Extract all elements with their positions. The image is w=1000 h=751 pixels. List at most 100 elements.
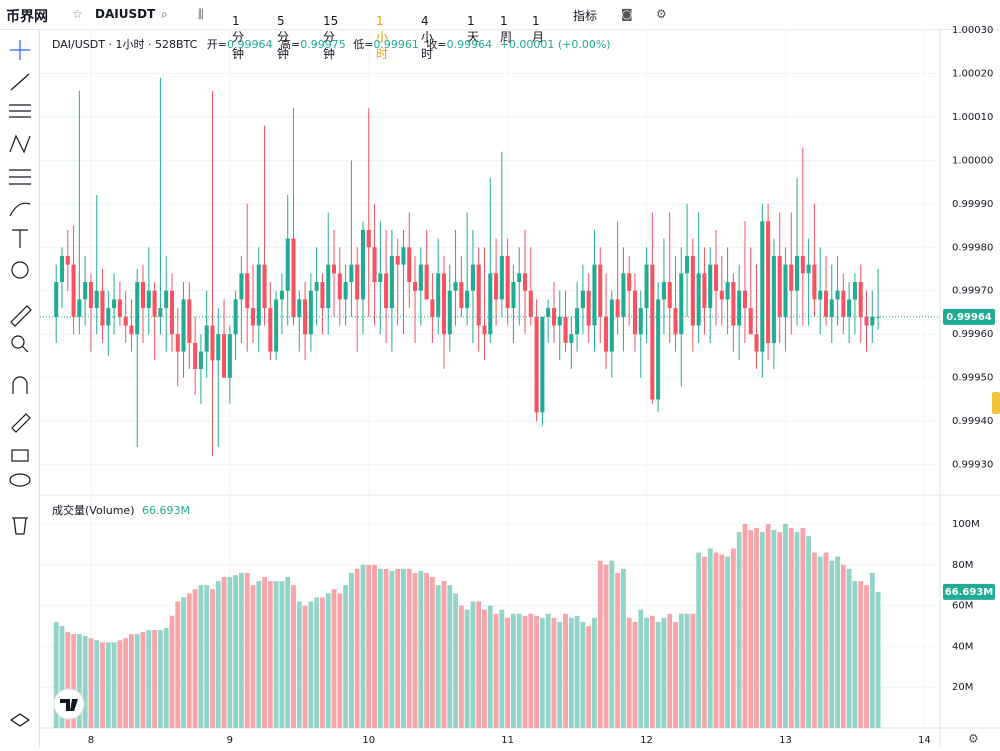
volume-bar — [186, 593, 192, 728]
candle-body — [766, 221, 771, 343]
pattern[interactable] — [9, 134, 31, 154]
volume-bar — [175, 601, 181, 728]
volume-bar — [123, 638, 129, 728]
interval[interactable]: 5分钟 — [277, 14, 290, 61]
legend-high-label: 高= — [280, 37, 300, 51]
candle-body — [708, 264, 713, 309]
candle-body — [742, 290, 747, 309]
volume-bar — [655, 621, 661, 728]
candle-body — [297, 299, 302, 317]
interval[interactable]: 1月 — [532, 14, 545, 44]
legend-low-label: 低= — [353, 38, 373, 51]
chart-type-icon[interactable]: ⫼ — [198, 7, 204, 21]
zoom[interactable] — [11, 335, 25, 349]
candle-body — [216, 334, 221, 361]
fib[interactable] — [9, 169, 31, 185]
volume-bar — [730, 548, 736, 728]
interval[interactable]: 1天 — [467, 14, 480, 44]
eye[interactable] — [9, 473, 31, 487]
volume-bar — [53, 621, 59, 728]
candle-body — [499, 255, 504, 300]
y-tick-label: 0.99950 — [952, 373, 993, 384]
candle-body — [800, 255, 805, 274]
candle-body — [204, 325, 209, 352]
volume-bar — [88, 638, 94, 728]
volume-bar — [157, 630, 163, 728]
candle-body — [592, 264, 597, 326]
candle-body — [175, 334, 180, 352]
volume-bar — [667, 613, 673, 728]
search-icon[interactable]: ⌕ — [161, 7, 168, 21]
interval[interactable]: 1分钟 — [232, 14, 245, 61]
volume-bar — [331, 589, 337, 728]
trash[interactable] — [12, 517, 28, 535]
volume-bar — [800, 528, 806, 728]
volume-bar — [320, 597, 325, 728]
candle-body — [360, 229, 365, 300]
h-lines[interactable] — [9, 104, 31, 118]
candle-body — [256, 264, 261, 326]
crosshair[interactable] — [10, 40, 30, 60]
candle-body — [187, 299, 192, 343]
candle-body — [140, 282, 146, 309]
magnet[interactable] — [12, 376, 28, 394]
x-tick-label: 8 — [88, 735, 94, 746]
volume-bar — [65, 632, 71, 728]
collapse-tab[interactable] — [992, 392, 1000, 414]
candle-body — [152, 290, 157, 317]
interval[interactable]: 1周 — [500, 14, 513, 44]
trend-line[interactable] — [10, 73, 30, 91]
volume-bar — [325, 593, 331, 728]
interval[interactable]: 15分钟 — [323, 14, 339, 61]
volume-bar — [875, 591, 881, 728]
volume-tick-label: 100M — [952, 519, 980, 530]
axis-settings[interactable]: ⚙ — [968, 732, 979, 746]
volume-bar — [719, 554, 725, 728]
volume-bar — [429, 577, 435, 728]
draw-lock[interactable] — [11, 413, 31, 433]
volume-bar — [597, 560, 603, 728]
candle-body — [65, 255, 70, 265]
volume-bar — [580, 621, 586, 728]
text-tool[interactable] — [12, 229, 28, 248]
candle-body — [771, 255, 776, 343]
candle-body — [424, 264, 429, 300]
volume-bar — [406, 568, 412, 728]
lock[interactable] — [11, 449, 29, 462]
volume-bar — [389, 570, 395, 728]
interval[interactable]: 1小时 — [376, 14, 389, 61]
candle-body — [193, 342, 198, 369]
candle-body — [575, 308, 580, 335]
candle-body — [632, 290, 638, 335]
emoji[interactable] — [11, 261, 29, 279]
indicators[interactable]: 指标 — [573, 9, 598, 23]
volume-bar — [696, 552, 702, 728]
settings-icon[interactable]: ⚙ — [656, 7, 667, 21]
marks — [53, 77, 881, 728]
volume-bar — [412, 572, 418, 728]
candle-body — [413, 282, 418, 291]
legend-open: 0.99964 — [227, 38, 273, 51]
volume-bar — [343, 585, 349, 728]
volume-bar — [511, 613, 516, 728]
layers[interactable] — [9, 713, 31, 727]
volume-bar — [783, 523, 788, 728]
favorite-star[interactable]: ☆ — [72, 7, 83, 21]
volume-bar — [858, 581, 864, 728]
volume-bar — [215, 581, 221, 728]
ruler[interactable] — [10, 305, 32, 327]
volume-bar — [777, 532, 783, 728]
candle-body — [690, 255, 695, 326]
snapshot-icon[interactable]: ◙ — [621, 7, 633, 21]
candle-body — [806, 264, 811, 274]
symbol[interactable]: DAIUSDT — [95, 7, 156, 21]
brush[interactable] — [9, 202, 31, 217]
candle-body — [337, 273, 342, 300]
candle-body — [210, 325, 215, 361]
y-tick-label: 0.99940 — [952, 416, 993, 427]
candle-body — [117, 299, 122, 317]
volume-bar — [545, 613, 551, 728]
volume-bar — [840, 564, 846, 728]
interval[interactable]: 4小时 — [421, 14, 434, 61]
left-toolbar — [0, 30, 40, 747]
